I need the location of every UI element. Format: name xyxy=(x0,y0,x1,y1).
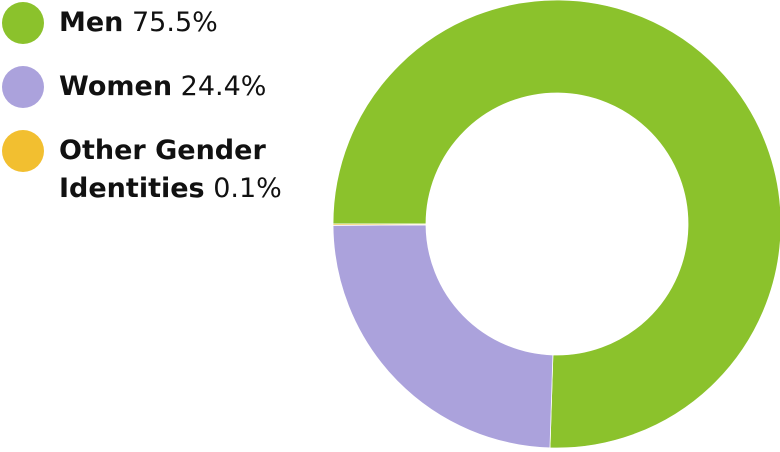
legend-category-women: Women xyxy=(59,71,173,102)
legend-label-women: Women 24.4% xyxy=(59,68,319,106)
legend-value-other: 0.1% xyxy=(213,173,282,204)
slice-other xyxy=(332,223,427,226)
legend-category-other: Other Gender Identities xyxy=(59,135,266,204)
legend-swatch-women xyxy=(2,66,44,108)
slice-men xyxy=(332,0,780,449)
legend-swatch-men xyxy=(2,2,44,44)
legend-category-men: Men xyxy=(59,7,124,38)
legend-value-men: 75.5% xyxy=(132,7,218,38)
legend-swatch-other xyxy=(2,130,44,172)
slice-women xyxy=(332,224,554,449)
legend-value-women: 24.4% xyxy=(180,71,267,102)
legend-label-other: Other Gender Identities 0.1% xyxy=(59,132,319,208)
legend-label-men: Men 75.5% xyxy=(59,4,319,42)
